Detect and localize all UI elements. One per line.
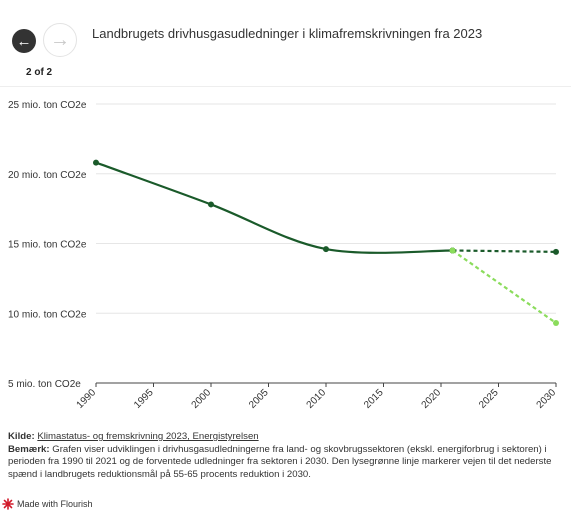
- flourish-logo-center: [6, 502, 10, 506]
- made-with-label: Made with Flourish: [17, 499, 93, 509]
- source-line: Kilde: Klimastatus- og fremskrivning 202…: [8, 431, 560, 444]
- chart-footer: Kilde: Klimastatus- og fremskrivning 202…: [8, 431, 560, 481]
- flourish-logo-icon: [2, 498, 14, 510]
- data-point: [553, 248, 559, 255]
- series-line-1: [95, 161, 453, 254]
- x-tick-label: 2000: [190, 387, 214, 411]
- source-link[interactable]: Klimastatus- og fremskrivning 2023, Ener…: [37, 431, 259, 442]
- note-line: Bemærk: Grafen viser udviklingen i drivh…: [8, 444, 560, 482]
- made-with-flourish-link[interactable]: Made with Flourish: [2, 498, 93, 510]
- y-tick-label: 15 mio. ton CO2e: [8, 240, 87, 251]
- note-text: Grafen viser udviklingen i drivhusgasudl…: [8, 443, 552, 480]
- x-tick-label: 2025: [477, 387, 501, 411]
- header-divider: [0, 86, 571, 87]
- y-tick-label: 20 mio. ton CO2e: [8, 170, 87, 181]
- data-point: [323, 246, 329, 253]
- series-line-3: [451, 249, 557, 324]
- x-tick-label: 2020: [420, 387, 444, 411]
- arrow-right-icon: →: [50, 28, 70, 51]
- note-label: Bemærk:: [8, 443, 50, 455]
- x-tick-label: 1995: [132, 387, 156, 411]
- series-line-2: [452, 249, 557, 253]
- step-counter: 2 of 2: [26, 67, 53, 78]
- x-tick-label: 2030: [535, 387, 559, 411]
- forward-button[interactable]: →: [43, 23, 77, 57]
- x-tick-label: 2010: [305, 387, 329, 411]
- y-tick-label: 10 mio. ton CO2e: [8, 309, 87, 320]
- arrow-left-icon: ←: [16, 32, 32, 50]
- line-chart: 25 mio. ton CO2e 20 mio. ton CO2e 15 mio. …: [8, 100, 559, 411]
- y-tick-label: 5 mio. ton CO2e: [8, 379, 81, 390]
- chart-title: Landbrugets drivhusgasudledninger i klim…: [92, 26, 483, 41]
- x-tick-label: 1990: [75, 387, 99, 411]
- source-label: Kilde:: [8, 431, 35, 442]
- data-point: [553, 320, 559, 327]
- data-point: [449, 247, 456, 254]
- x-tick-label: 2015: [362, 387, 386, 411]
- data-point: [93, 159, 99, 166]
- y-tick-label: 25 mio. ton CO2e: [8, 100, 87, 111]
- back-button[interactable]: ←: [12, 29, 36, 53]
- x-tick-label: 2005: [247, 387, 271, 411]
- data-point: [208, 201, 214, 208]
